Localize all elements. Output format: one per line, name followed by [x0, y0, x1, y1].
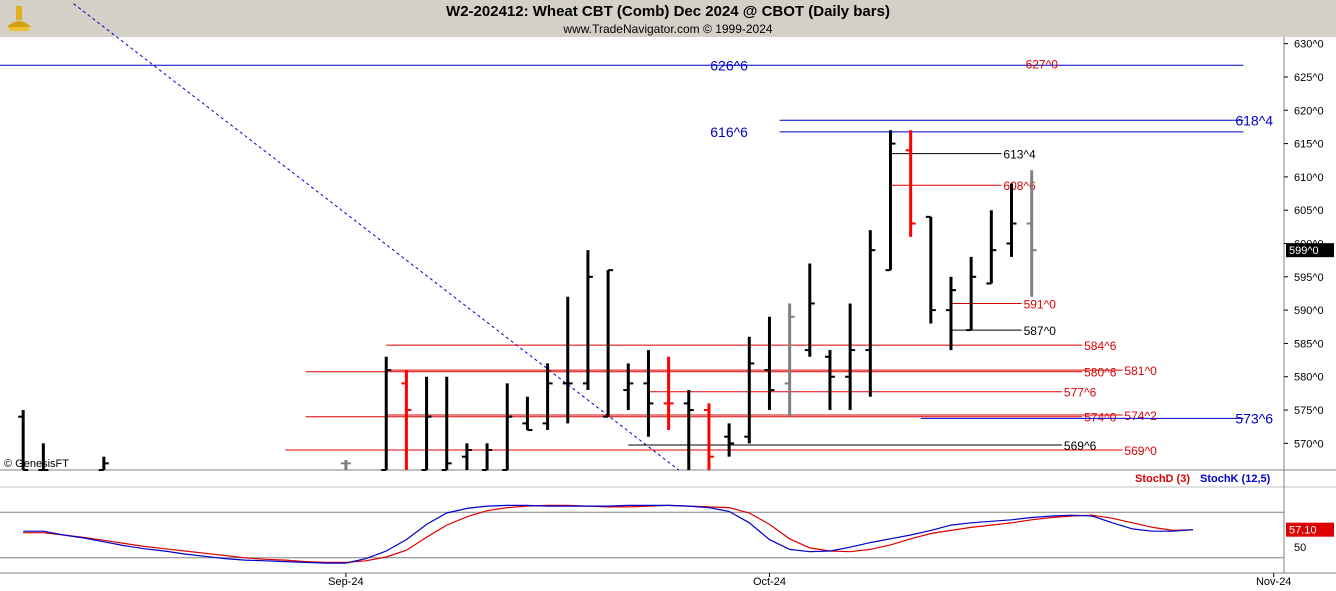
level-label: 574^2: [1124, 409, 1157, 423]
y-tick-label: 585^0: [1294, 338, 1324, 350]
watermark: © GenesisFT: [4, 458, 69, 470]
y-tick-label: 630^0: [1294, 39, 1324, 51]
y-tick-label: 595^0: [1294, 272, 1324, 284]
y-tick-label: 615^0: [1294, 139, 1324, 151]
stoch-tick-label: 50: [1294, 542, 1306, 554]
y-tick-label: 620^0: [1294, 105, 1324, 117]
legend-stochk: StochK (12,5): [1200, 473, 1271, 485]
last-price-box: [1286, 243, 1334, 258]
level-label: 569^0: [1124, 444, 1157, 458]
price-plot-area: [0, 37, 1284, 470]
stoch-line: [23, 504, 1194, 564]
y-tick-label: 575^0: [1294, 405, 1324, 417]
chart-subtitle: www.TradeNavigator.com © 1999-2024: [563, 22, 773, 36]
y-tick-label: 580^0: [1294, 372, 1324, 384]
x-tick-label: Oct-24: [753, 576, 786, 588]
y-tick-label: 590^0: [1294, 305, 1324, 317]
level-label: 573^6: [1235, 410, 1273, 426]
x-tick-label: Sep-24: [328, 576, 363, 588]
chart-title: W2-202412: Wheat CBT (Comb) Dec 2024 @ C…: [446, 3, 890, 20]
y-tick-label: 610^0: [1294, 172, 1324, 184]
level-label: 581^0: [1124, 364, 1157, 378]
legend-stochd: StochD (3): [1135, 473, 1190, 485]
stoch-value-box: [1286, 522, 1334, 537]
chart-header: [0, 0, 1336, 37]
y-tick-label: 570^0: [1294, 438, 1324, 450]
level-label: 616^6: [710, 124, 748, 140]
x-tick-label: Nov-24: [1256, 576, 1291, 588]
y-tick-label: 625^0: [1294, 72, 1324, 84]
level-label: 627^0: [1026, 58, 1059, 72]
stoch-value-label: 57.10: [1289, 525, 1317, 537]
last-price-label: 599^0: [1289, 245, 1319, 257]
stoch-line: [23, 504, 1194, 564]
level-label: 574^0: [1084, 411, 1117, 425]
level-label: 587^0: [1024, 324, 1057, 338]
level-label: 580^6: [1084, 366, 1117, 380]
y-tick-label: 605^0: [1294, 205, 1324, 217]
level-label: 569^6: [1064, 439, 1097, 453]
logo-icon: [7, 6, 31, 31]
level-label: 626^6: [710, 57, 748, 73]
level-label: 577^6: [1064, 386, 1097, 400]
level-label: 618^4: [1235, 112, 1273, 128]
level-label: 613^4: [1003, 148, 1036, 162]
level-label: 584^6: [1084, 339, 1117, 353]
level-label: 591^0: [1024, 297, 1057, 311]
trendline: [73, 3, 680, 471]
